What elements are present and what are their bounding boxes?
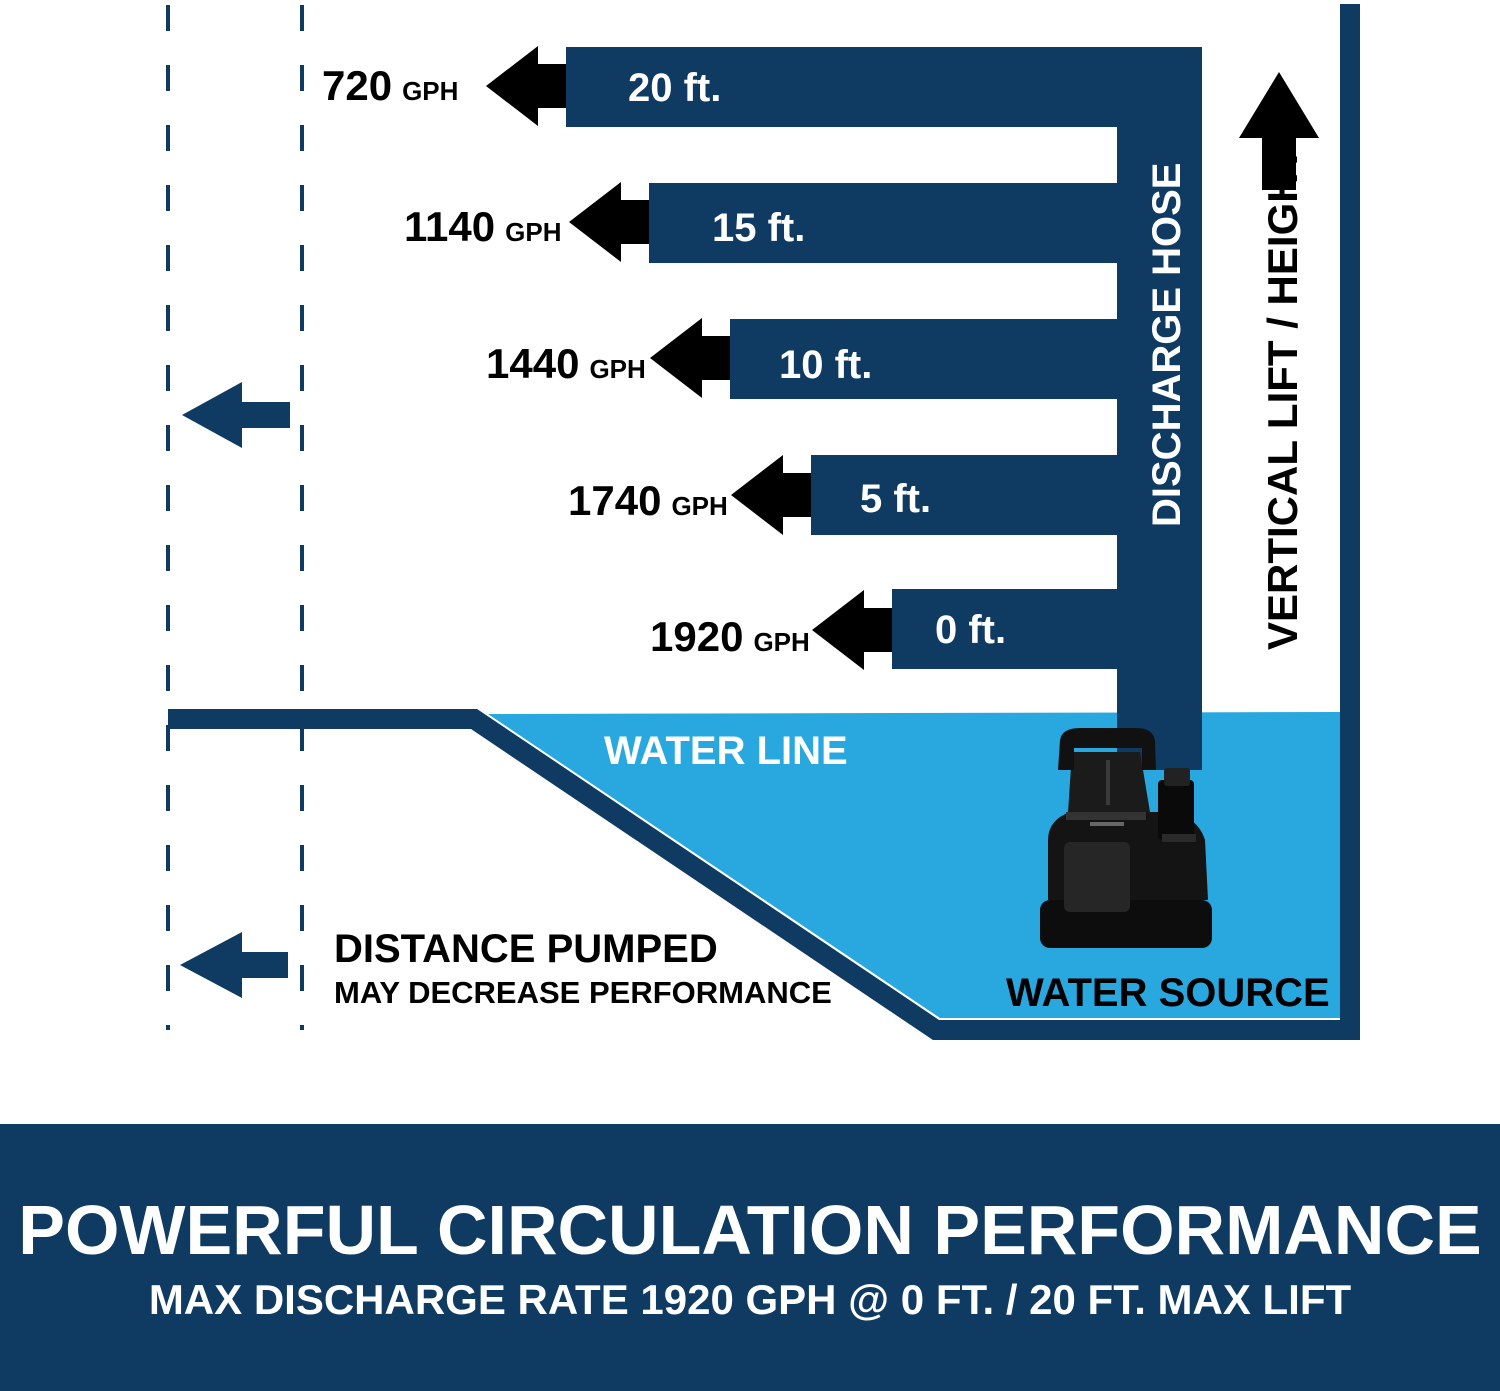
lift-bar-0ft: [892, 589, 1172, 669]
flow-unit: GPH: [753, 627, 809, 657]
height-label-15ft: 15 ft.: [712, 206, 805, 250]
flow-rate-0ft: 1920 GPH: [650, 613, 810, 660]
flow-unit: GPH: [505, 217, 561, 247]
flow-arrow-0ft: [812, 590, 892, 670]
flow-arrow-15ft: [569, 182, 649, 262]
water-bank-outline: [168, 709, 1360, 1040]
flow-value: 1140: [404, 203, 495, 250]
discharge-hose-label: DISCHARGE HOSE: [1145, 163, 1189, 528]
flow-arrows: [486, 46, 892, 670]
lift-bar-5ft: [811, 455, 1171, 535]
lift-bar-10ft: [730, 319, 1170, 399]
banner-subtitle: MAX DISCHARGE RATE 1920 GPH @ 0 FT. / 20…: [148, 1276, 1352, 1323]
flow-rate-10ft: 1440 GPH: [486, 340, 646, 387]
lift-bar-20ft: [566, 47, 1166, 127]
height-label-5ft: 5 ft.: [860, 477, 931, 521]
water-source-label: WATER SOURCE: [1006, 971, 1330, 1015]
flow-arrow-20ft: [486, 46, 566, 126]
submersible-pump-icon: [1040, 728, 1212, 948]
flow-rate-20ft: 720 GPH: [322, 62, 458, 109]
arrow-up-icon: [1239, 72, 1319, 190]
flow-value: 1440: [486, 340, 579, 387]
flow-unit: GPH: [671, 491, 727, 521]
distance-guide-lines: [166, 5, 304, 1030]
water-line-label: WATER LINE: [604, 729, 848, 773]
banner-background: [0, 1124, 1500, 1391]
flow-rate-5ft: 1740 GPH: [568, 477, 728, 524]
flow-unit: GPH: [589, 354, 645, 384]
banner-title: POWERFUL CIRCULATION PERFORMANCE: [18, 1191, 1482, 1269]
vertical-lift-label: VERTICAL LIFT / HEIGHT: [1259, 146, 1306, 650]
height-label-20ft: 20 ft.: [628, 66, 721, 110]
lift-bars: [566, 47, 1172, 669]
flow-rate-15ft: 1140 GPH: [404, 203, 561, 250]
arrow-left-icon: [180, 932, 288, 998]
distance-title: DISTANCE PUMPED: [334, 927, 718, 971]
flow-unit: GPH: [402, 76, 458, 106]
flow-value: 1920: [650, 613, 743, 660]
tank-wall: [1340, 4, 1360, 1040]
arrow-left-icon: [182, 382, 290, 448]
flow-arrow-10ft: [650, 318, 730, 398]
flow-value: 1740: [568, 477, 661, 524]
flow-value: 720: [322, 62, 392, 109]
height-label-10ft: 10 ft.: [779, 343, 872, 387]
height-label-0ft: 0 ft.: [935, 608, 1006, 652]
distance-subtitle: MAY DECREASE PERFORMANCE: [334, 975, 832, 1010]
lift-bar-15ft: [649, 183, 1169, 263]
flow-arrow-5ft: [731, 455, 811, 535]
